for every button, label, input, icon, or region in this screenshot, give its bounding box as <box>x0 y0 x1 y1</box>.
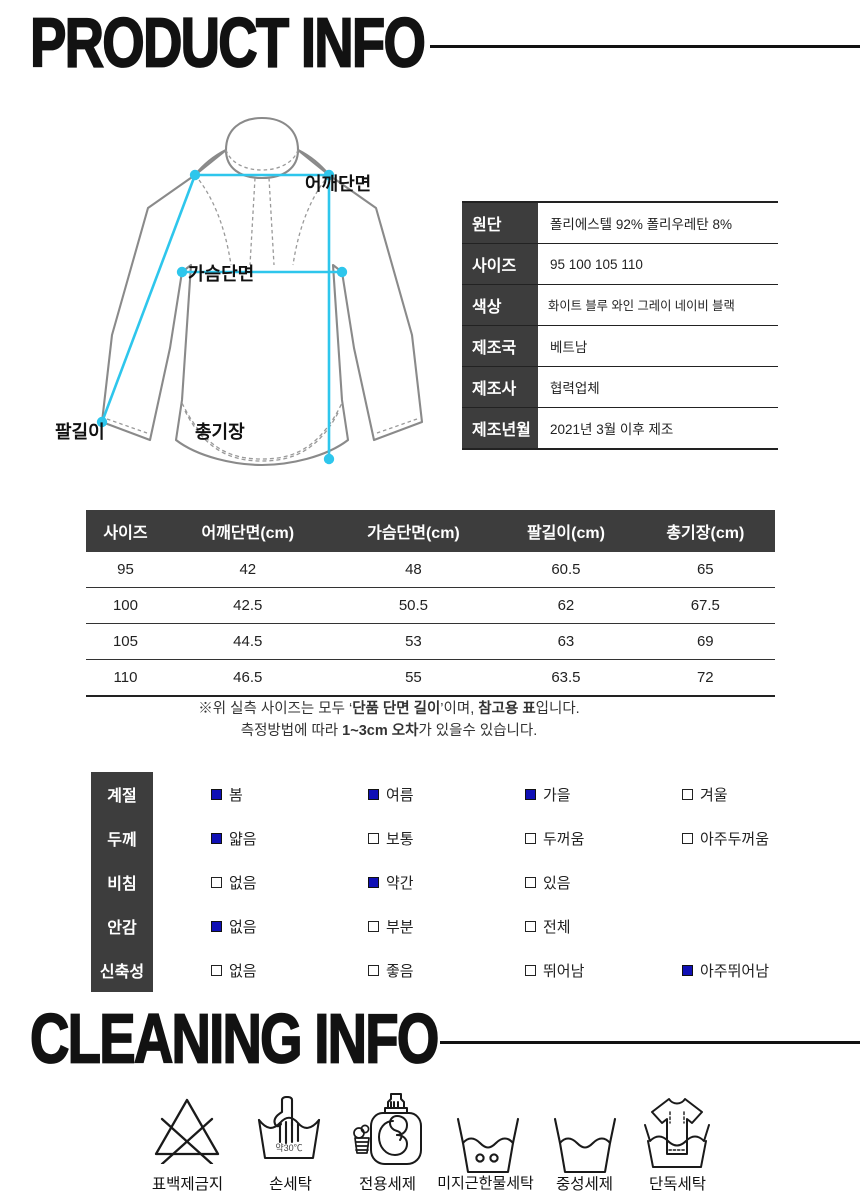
svg-text:약30℃: 약30℃ <box>275 1142 302 1153</box>
